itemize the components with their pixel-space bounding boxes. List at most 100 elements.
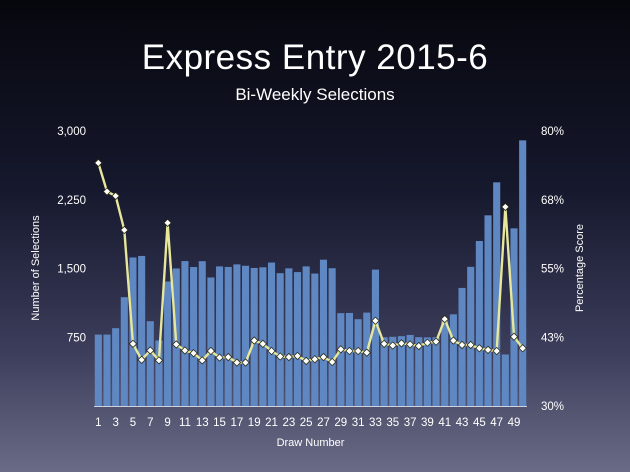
bar-draw-47 [493, 182, 501, 406]
score-marker-draw-27 [319, 352, 328, 362]
x-tick-label: 5 [130, 417, 136, 429]
bar-draw-18 [242, 265, 250, 406]
score-markers [94, 158, 527, 367]
x-tick-label: 33 [369, 417, 382, 429]
x-tick-label: 17 [230, 417, 243, 429]
bar-draw-25 [302, 266, 310, 406]
bar-draw-11 [181, 261, 189, 406]
x-tick-label: 3 [112, 417, 118, 429]
score-marker-draw-50 [518, 344, 527, 353]
score-marker-draw-49 [509, 332, 519, 341]
bar-draw-6 [138, 255, 146, 406]
bar-draw-16 [224, 266, 232, 406]
bar-draw-26 [311, 273, 319, 406]
score-marker-draw-12 [189, 349, 198, 358]
x-axis-title: Draw Number [277, 437, 345, 449]
x-tick-label: 45 [473, 417, 486, 429]
bar-draw-22 [276, 273, 284, 406]
score-marker-draw-5 [128, 339, 138, 349]
bar-draw-15 [216, 266, 224, 406]
score-marker-draw-6 [137, 355, 146, 364]
x-axis-ticks: 1 3 5 7 9 11 13 15 17 19 21 23 25 27 29 31 33 35 37 39 41 43 4… [95, 417, 520, 429]
score-line [97, 162, 524, 364]
left-tick-label: 3,000 [57, 126, 86, 138]
x-tick-label: 49 [508, 417, 521, 429]
score-marker-draw-23 [284, 352, 294, 362]
left-tick-label: 750 [67, 332, 86, 344]
bar-draw-3 [112, 328, 120, 406]
score-marker-draw-2 [102, 187, 112, 196]
x-tick-label: 7 [147, 417, 153, 429]
x-tick-label: 29 [334, 417, 347, 429]
bar-draw-21 [267, 262, 276, 406]
x-tick-label: 21 [265, 417, 278, 429]
bar-draw-34 [380, 337, 388, 406]
x-tick-label: 13 [196, 417, 209, 429]
bar-draw-29 [337, 313, 345, 406]
bar-draw-32 [363, 312, 371, 406]
right-tick-label: 55% [541, 264, 564, 276]
bar-draw-14 [207, 277, 215, 406]
bar-draw-33 [371, 269, 379, 406]
bar-draw-7 [146, 321, 154, 406]
x-tick-label: 1 [95, 417, 101, 429]
x-tick-label: 35 [386, 417, 399, 429]
x-tick-label: 23 [282, 417, 295, 429]
score-marker-draw-19 [250, 336, 259, 345]
score-marker-draw-38 [414, 341, 423, 351]
score-marker-draw-7 [146, 346, 155, 355]
left-tick-label: 2,250 [57, 195, 86, 207]
score-marker-draw-47 [492, 346, 501, 356]
x-tick-label: 9 [164, 417, 170, 429]
score-marker-draw-16 [224, 352, 233, 362]
score-marker-draw-9 [163, 218, 172, 228]
bar-draw-1 [94, 334, 102, 406]
left-tick-label: 1,500 [57, 264, 86, 276]
score-marker-draw-18 [241, 358, 250, 367]
bar-draw-23 [285, 268, 293, 406]
bar-series [94, 140, 527, 407]
score-marker-draw-11 [180, 346, 190, 355]
score-marker-draw-48 [501, 202, 510, 212]
chart-title: Express Entry 2015-6 [141, 38, 489, 77]
bar-draw-20 [259, 267, 267, 406]
bar-draw-31 [354, 319, 362, 406]
x-tick-label: 37 [404, 417, 417, 429]
score-marker-draw-21 [267, 346, 276, 356]
bar-draw-8 [155, 340, 163, 406]
right-tick-label: 68% [541, 195, 564, 207]
bar-draw-41 [441, 318, 449, 406]
bar-draw-24 [293, 272, 302, 406]
score-marker-draw-3 [111, 191, 120, 201]
chart-subtitle: Bi-Weekly Selections [235, 85, 395, 104]
score-marker-draw-35 [388, 341, 397, 350]
score-marker-draw-33 [371, 316, 380, 325]
score-marker-draw-43 [457, 340, 467, 350]
x-tick-label: 31 [352, 417, 365, 429]
score-marker-draw-42 [449, 336, 458, 345]
x-tick-label: 19 [248, 417, 261, 429]
left-axis-title: Number of Selections [30, 215, 42, 321]
bar-draw-4 [120, 297, 128, 406]
bar-draw-45 [475, 241, 483, 406]
bar-draw-13 [198, 261, 206, 406]
score-marker-draw-45 [475, 344, 484, 353]
x-tick-label: 47 [490, 417, 503, 429]
score-marker-draw-10 [172, 340, 181, 349]
x-tick-label: 27 [317, 417, 330, 429]
score-marker-draw-44 [466, 340, 475, 350]
left-axis-ticks: 3,000 2,250 1,500 750 [57, 126, 86, 344]
score-marker-draw-41 [440, 314, 449, 324]
right-axis-ticks: 80% 68% 55% 43% 30% [541, 126, 564, 413]
bar-draw-36 [397, 336, 405, 406]
score-marker-draw-24 [293, 351, 302, 361]
bar-draw-9 [164, 281, 172, 406]
bar-draw-2 [103, 334, 111, 406]
bar-draw-44 [467, 266, 475, 406]
score-marker-draw-34 [379, 339, 389, 349]
bar-draw-12 [190, 267, 198, 406]
score-marker-draw-15 [215, 353, 224, 362]
score-marker-draw-17 [232, 358, 242, 367]
score-marker-draw-36 [397, 339, 406, 348]
score-marker-draw-46 [483, 345, 493, 355]
